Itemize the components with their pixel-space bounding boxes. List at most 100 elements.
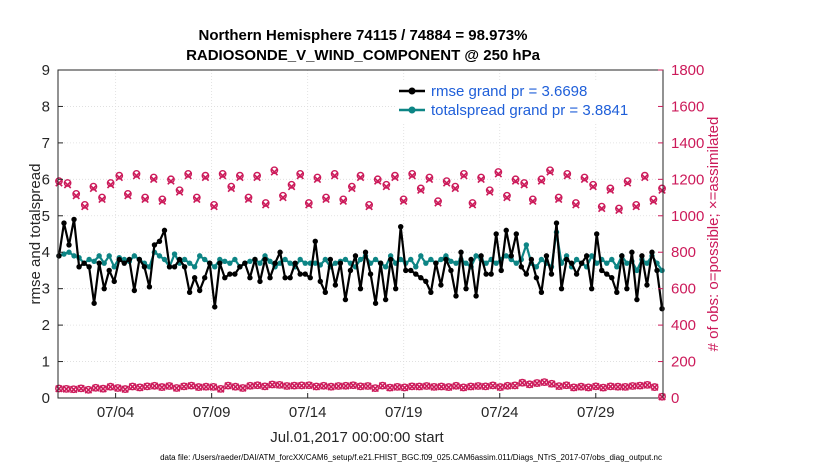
obs-possible-low-marker xyxy=(216,384,225,393)
rmse-point xyxy=(126,256,133,263)
obs-possible-marker xyxy=(434,197,442,206)
obs-possible-marker xyxy=(382,180,391,189)
rmse-point xyxy=(468,256,474,263)
obs-possible-low-marker xyxy=(69,385,78,394)
obs-assimilated-low-marker xyxy=(444,383,453,392)
x-tick-label: 07/29 xyxy=(577,404,615,421)
rmse-point xyxy=(136,256,143,263)
obs-assimilated-marker xyxy=(210,202,218,211)
obs-assimilated-marker xyxy=(520,181,528,189)
obs-possible-low-marker xyxy=(363,382,372,390)
totalspread-point xyxy=(131,253,138,259)
obs-possible-marker xyxy=(485,186,494,195)
obs-possible-marker xyxy=(451,182,460,191)
rmse-point xyxy=(483,271,489,277)
obs-possible-marker xyxy=(98,193,106,202)
obs-possible-low-marker xyxy=(202,382,210,391)
rmse-point xyxy=(493,231,499,237)
rmse-point xyxy=(151,242,158,248)
obs-assimilated-marker xyxy=(460,171,468,180)
obs-assimilated-low-marker xyxy=(570,383,578,392)
obs-assimilated-low-marker xyxy=(136,383,144,392)
totalspread-point xyxy=(191,264,198,270)
obs-possible-marker xyxy=(615,204,623,213)
obs-assimilated-marker xyxy=(503,193,511,202)
obs-assimilated-marker xyxy=(313,175,322,184)
obs-possible-marker xyxy=(313,173,322,182)
totalspread-point xyxy=(538,256,545,263)
totalspread-point xyxy=(247,258,253,265)
totalspread-point xyxy=(624,260,630,266)
rmse-point xyxy=(191,275,198,281)
rmse-point xyxy=(362,249,369,255)
totalspread-point xyxy=(232,256,238,263)
obs-assimilated-marker xyxy=(641,173,649,182)
obs-possible-low-marker xyxy=(503,381,512,390)
obs-possible-marker xyxy=(649,195,658,204)
totalspread-point xyxy=(382,264,389,270)
obs-possible-marker xyxy=(425,173,434,182)
obs-possible-marker xyxy=(63,179,72,187)
obs-possible-low-marker xyxy=(540,378,549,387)
rmse-point xyxy=(101,285,107,292)
obs-possible-marker xyxy=(339,195,348,204)
obs-assimilated-low-marker xyxy=(364,382,372,390)
obs-possible-marker xyxy=(563,169,572,178)
obs-assimilated-low-marker xyxy=(393,383,402,391)
totalspread-point xyxy=(573,256,580,263)
y-right-tick-label: 200 xyxy=(671,354,696,371)
obs-assimilated-low-marker xyxy=(547,380,556,388)
obs-assimilated-marker xyxy=(184,171,192,180)
y-axis-left-label: rmse and totalspread xyxy=(27,164,44,305)
totalspread-point xyxy=(408,256,414,263)
rmse-point xyxy=(563,256,570,263)
obs-possible-low-marker xyxy=(290,381,299,390)
obs-possible-low-marker xyxy=(158,383,166,391)
obs-possible-low-marker xyxy=(488,381,497,390)
obs-assimilated-marker xyxy=(434,199,442,207)
obs-possible-marker xyxy=(270,166,279,175)
obs-possible-marker xyxy=(511,175,520,184)
plot-area xyxy=(58,70,663,398)
obs-assimilated-low-marker xyxy=(467,382,475,391)
rmse-point xyxy=(533,275,540,281)
rmse-point xyxy=(558,285,565,292)
obs-possible-low-marker xyxy=(606,382,615,391)
obs-assimilated-marker xyxy=(270,168,279,176)
obs-assimilated-low-marker xyxy=(62,385,71,393)
obs-assimilated-marker xyxy=(55,179,63,187)
totalspread-point xyxy=(523,242,530,248)
totalspread-point xyxy=(302,260,308,266)
obs-assimilated-low-marker xyxy=(158,383,166,392)
rmse-point xyxy=(453,293,459,299)
y-left-tick-label: 2 xyxy=(42,317,50,334)
obs-assimilated-low-marker xyxy=(106,383,115,391)
obs-possible-low-marker xyxy=(547,379,556,388)
obs-possible-marker xyxy=(106,179,115,187)
totalspread-point xyxy=(181,256,188,263)
totalspread-point xyxy=(473,253,479,259)
obs-assimilated-marker xyxy=(132,171,141,180)
obs-assimilated-marker xyxy=(649,197,658,205)
obs-possible-low-marker xyxy=(658,392,666,401)
rmse-point xyxy=(141,264,148,270)
obs-possible-low-marker xyxy=(106,382,115,391)
obs-assimilated-low-marker xyxy=(342,382,350,390)
rmse-point xyxy=(413,271,419,277)
obs-possible-low-marker xyxy=(224,381,233,390)
obs-possible-marker xyxy=(537,175,546,184)
obs-assimilated-low-marker xyxy=(128,382,137,391)
rmse-point xyxy=(644,282,650,288)
obs-assimilated-marker xyxy=(356,173,365,182)
rmse-point xyxy=(146,284,153,290)
rmse-point xyxy=(367,271,374,277)
obs-possible-low-marker xyxy=(341,381,350,390)
rmse-point xyxy=(212,304,218,310)
rmse-point xyxy=(282,275,288,281)
obs-possible-marker xyxy=(554,193,563,202)
obs-possible-marker xyxy=(365,200,374,209)
rmse-point xyxy=(81,260,87,266)
obs-possible-low-marker xyxy=(518,378,527,387)
chart-title-line1: Northern Hemisphere 74115 / 74884 = 98.9… xyxy=(199,27,528,44)
obs-assimilated-low-marker xyxy=(540,378,549,387)
